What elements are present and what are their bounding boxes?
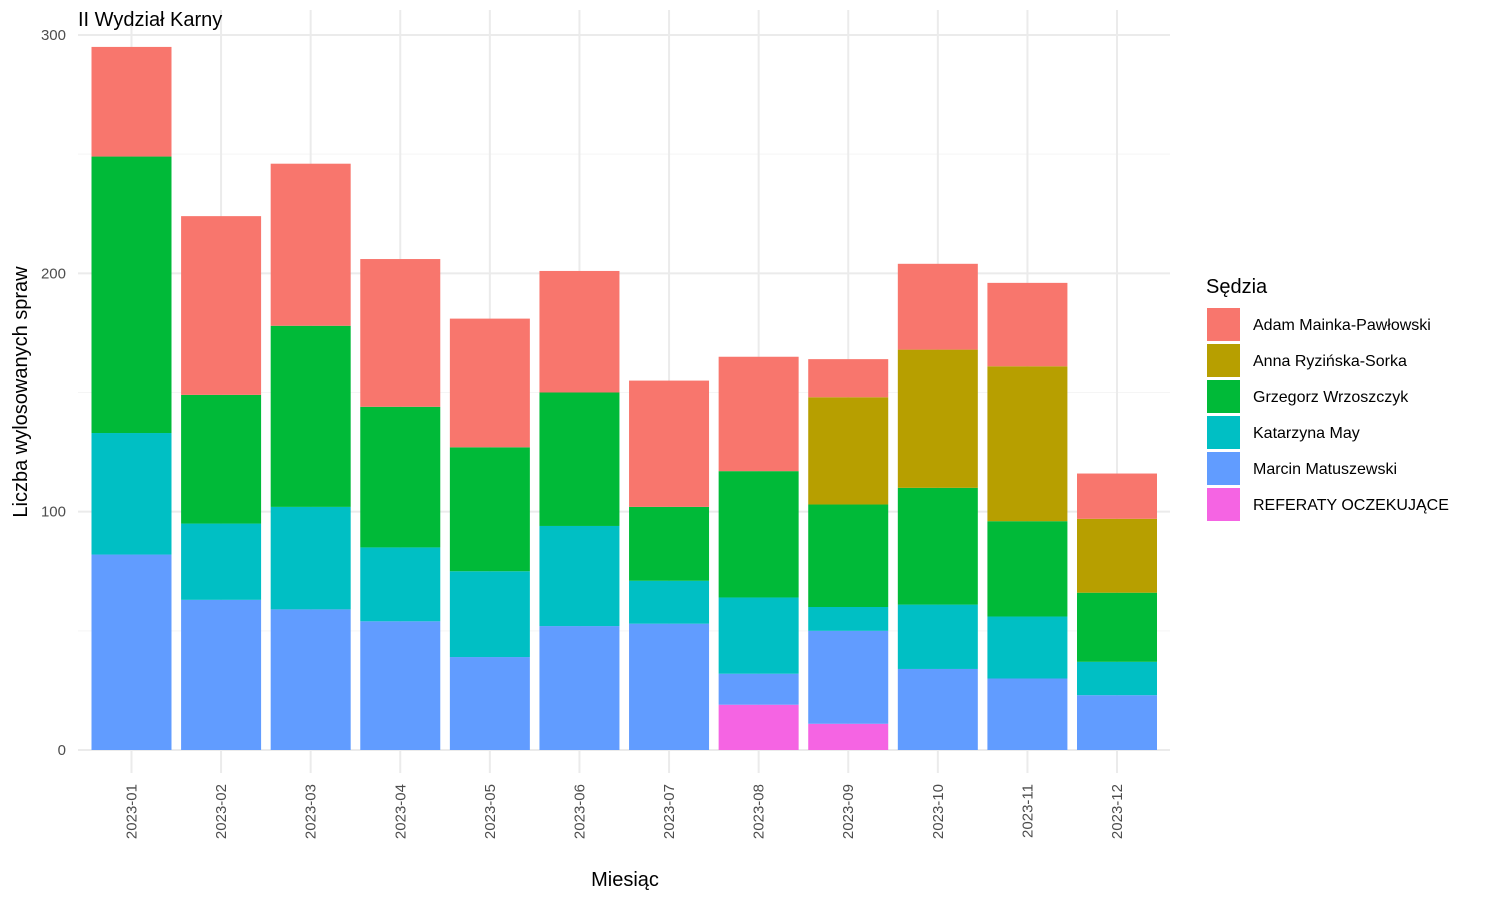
legend-title: Sędzia <box>1206 276 1268 298</box>
bar-segment <box>808 723 889 750</box>
y-tick-label: 200 <box>41 265 66 282</box>
bar-segment <box>91 554 172 750</box>
legend-swatch <box>1207 308 1240 341</box>
legend-swatch <box>1207 488 1240 521</box>
bars <box>91 46 1157 750</box>
bar-segment <box>360 259 441 407</box>
bar-segment <box>539 626 620 750</box>
legend: Sędzia Adam Mainka-Pawłowski Anna Ryzińsk… <box>1206 276 1449 521</box>
legend-label: Marcin Matuszewski <box>1253 461 1397 478</box>
x-tick-label: 2023-08 <box>751 784 768 839</box>
x-axis-ticks: 2023-01 2023-02 2023-03 2023-04 2023-05 2023-… <box>124 784 1127 839</box>
bar-segment <box>897 487 978 605</box>
y-axis-title: Liczba wylosowanych spraw <box>10 266 32 518</box>
x-tick-label: 2023-12 <box>1109 784 1126 839</box>
x-tick-label: 2023-05 <box>482 784 499 839</box>
bar-segment <box>539 525 620 627</box>
bar-segment <box>539 270 620 393</box>
bar-segment <box>897 604 978 669</box>
bar-segment <box>987 678 1068 750</box>
bar-segment <box>718 673 799 705</box>
bar-segment <box>1077 695 1157 750</box>
x-tick-label: 2023-04 <box>392 784 409 839</box>
bar-segment <box>270 325 351 507</box>
bar-segment <box>987 616 1068 679</box>
x-tick-label: 2023-01 <box>124 784 141 839</box>
bar-segment <box>270 163 351 326</box>
bar-segment <box>449 571 530 658</box>
bar-segment <box>539 392 620 526</box>
legend-swatch <box>1207 344 1240 377</box>
bar-segment <box>1077 661 1157 696</box>
bar-segment <box>808 504 889 607</box>
bar-segment <box>181 394 262 524</box>
bar-segment <box>987 521 1068 617</box>
bar-segment <box>987 282 1068 367</box>
legend-swatch <box>1207 416 1240 449</box>
bar-segment <box>1077 473 1157 519</box>
legend-swatch <box>1207 380 1240 413</box>
bar-segment <box>360 406 441 548</box>
legend-label: Katarzyna May <box>1253 425 1360 442</box>
bar-segment <box>181 523 262 600</box>
bar-segment <box>449 447 530 572</box>
y-tick-label: 100 <box>41 504 66 521</box>
bar-segment <box>449 657 530 750</box>
bar-segment <box>91 156 172 434</box>
bar-segment <box>629 580 710 624</box>
bar-segment <box>718 356 799 472</box>
legend-label: Anna Ryzińska-Sorka <box>1253 353 1407 370</box>
legend-label: REFERATY OCZEKUJĄCE <box>1253 497 1449 514</box>
legend-label: Grzegorz Wrzoszczyk <box>1253 389 1409 406</box>
y-tick-label: 300 <box>41 27 66 44</box>
bar-segment <box>181 216 262 395</box>
bar-segment <box>91 46 172 157</box>
bar-segment <box>1077 592 1157 662</box>
x-axis-title: Miesiąc <box>591 869 659 891</box>
x-tick-label: 2023-06 <box>571 784 588 839</box>
bar-segment <box>1077 518 1157 593</box>
bar-segment <box>91 433 172 555</box>
bar-segment <box>808 607 889 631</box>
bar-segment <box>270 609 351 750</box>
legend-label: Adam Mainka-Pawłowski <box>1253 317 1431 334</box>
x-tick-label: 2023-11 <box>1019 784 1036 838</box>
bar-segment <box>987 366 1068 522</box>
bar-segment <box>897 668 978 750</box>
bar-segment <box>449 318 530 448</box>
bar-segment <box>360 547 441 622</box>
bar-segment <box>718 471 799 598</box>
y-tick-label: 0 <box>58 742 66 759</box>
bar-segment <box>808 397 889 505</box>
bar-segment <box>718 704 799 750</box>
bar-segment <box>629 623 710 750</box>
bar-segment <box>897 263 978 350</box>
x-tick-label: 2023-02 <box>213 784 230 839</box>
bar-segment <box>897 349 978 488</box>
bar-segment <box>808 359 889 398</box>
x-tick-label: 2023-10 <box>930 784 947 839</box>
bar-segment <box>360 621 441 750</box>
x-tick-label: 2023-03 <box>303 784 320 839</box>
bar-segment <box>181 599 262 750</box>
legend-items: Adam Mainka-Pawłowski Anna Ryzińska-Sorka… <box>1207 308 1449 521</box>
legend-swatch <box>1207 452 1240 485</box>
bar-segment <box>808 630 889 724</box>
chart-title: II Wydział Karny <box>78 9 222 31</box>
bar-segment <box>718 597 799 674</box>
x-tick-label: 2023-07 <box>661 784 678 839</box>
bar-segment <box>629 506 710 581</box>
bar-segment <box>270 506 351 610</box>
y-axis-ticks: 0 100 200 300 <box>41 27 66 759</box>
x-tick-label: 2023-09 <box>840 784 857 839</box>
bar-segment <box>629 380 710 507</box>
